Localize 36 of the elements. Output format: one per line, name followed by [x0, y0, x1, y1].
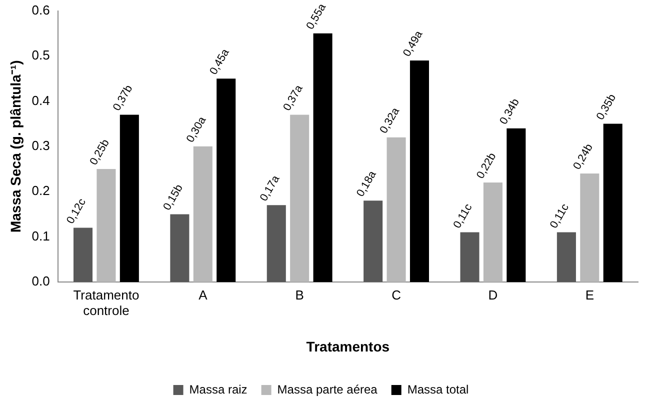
x-tick-label: E — [585, 287, 594, 302]
bar — [364, 200, 383, 282]
x-tick-label: D — [488, 287, 498, 302]
x-axis-title: Tratamentos — [306, 338, 390, 354]
x-tick-label: A — [198, 287, 208, 302]
bar — [73, 228, 93, 282]
bar — [266, 205, 286, 282]
bar — [506, 128, 526, 282]
y-tick-label: 0.4 — [32, 92, 50, 108]
y-tick-label: 0.6 — [32, 2, 50, 18]
legend-label: Massa parte aérea — [277, 382, 378, 396]
bar — [580, 174, 600, 282]
bar — [460, 232, 480, 282]
y-tick-label: 0.2 — [32, 183, 50, 198]
bar — [603, 124, 622, 282]
y-tick-label: 0.5 — [32, 48, 50, 63]
bar — [313, 33, 332, 282]
bar — [410, 60, 429, 282]
bar — [386, 137, 406, 282]
bar — [483, 182, 502, 282]
bar — [96, 169, 116, 282]
bar — [120, 114, 139, 282]
bar — [216, 78, 236, 282]
x-tick-label: C — [392, 287, 401, 302]
bar — [170, 214, 190, 282]
y-tick-label: 0.3 — [32, 138, 50, 153]
legend-label: Massa total — [407, 382, 469, 396]
y-tick-label: 0.1 — [32, 228, 50, 244]
x-tick-label: B — [295, 287, 304, 302]
bar — [193, 146, 212, 282]
y-axis-title: Massa Seca (g. plântula⁻¹) — [7, 60, 24, 233]
legend-label: Massa raiz — [189, 382, 248, 396]
bar — [290, 114, 310, 282]
bar — [556, 232, 576, 282]
x-tick-label: Tratamento controle — [73, 287, 140, 318]
y-tick-label: 0.0 — [32, 274, 50, 289]
